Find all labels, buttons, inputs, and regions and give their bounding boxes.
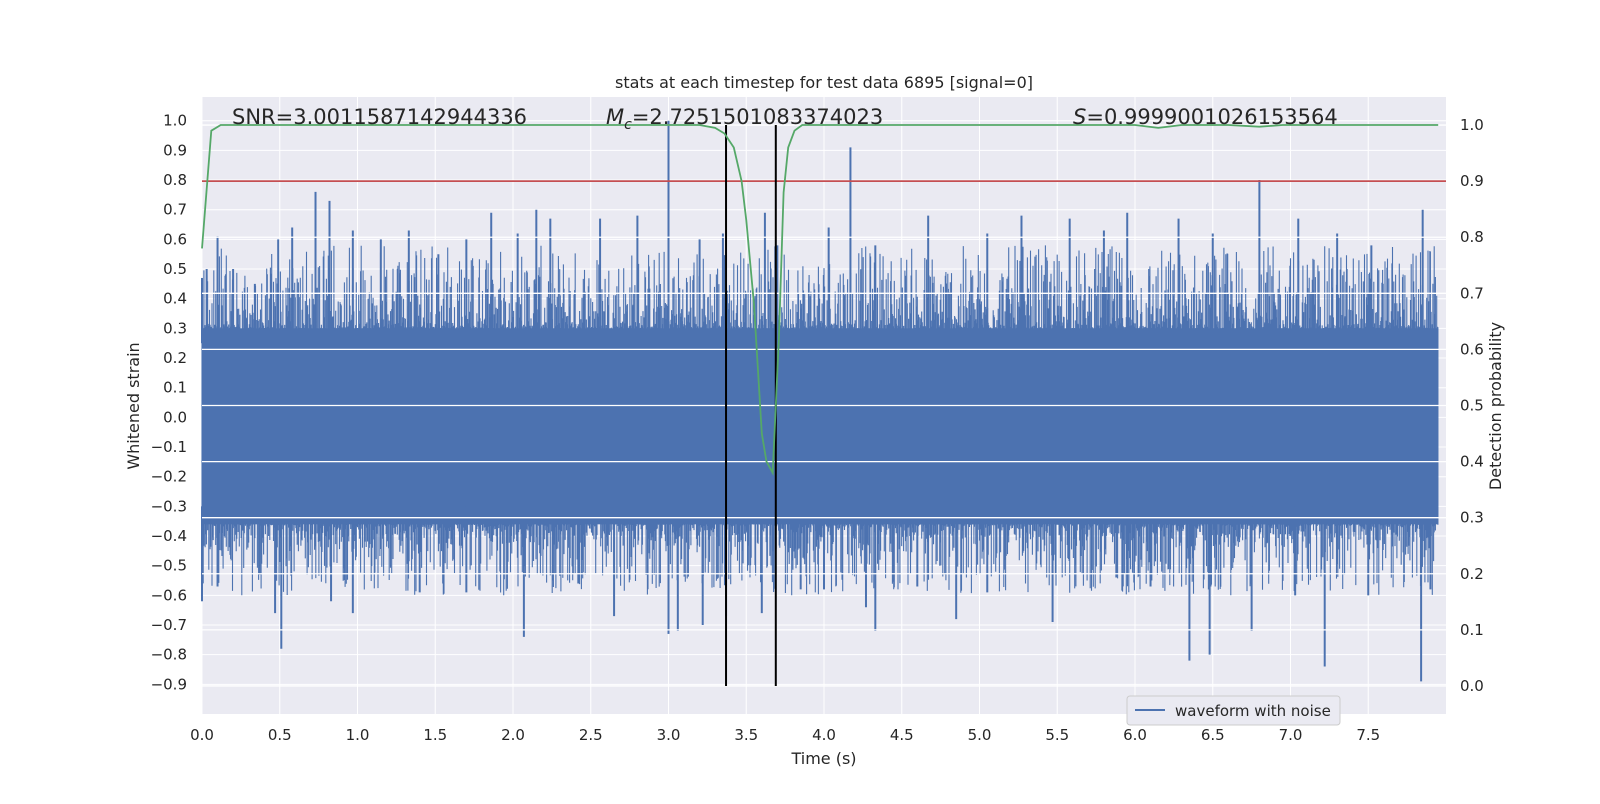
x-tick-label: 2.0: [501, 726, 525, 744]
y2-tick-label: 0.6: [1460, 340, 1484, 358]
y-tick-label: −0.9: [151, 675, 187, 693]
y2-tick-label: 0.7: [1460, 284, 1484, 302]
chirp-mass-subscript: c: [624, 117, 632, 133]
legend[interactable]: waveform with noise: [1126, 695, 1341, 726]
y2-tick-label: 0.1: [1460, 621, 1484, 639]
chirp-mass-symbol: M: [606, 105, 624, 129]
y-tick-label: −0.7: [151, 616, 187, 634]
x-tick-label: 1.5: [423, 726, 447, 744]
x-tick-label: 6.0: [1123, 726, 1147, 744]
s-value: =0.9999001026153564: [1086, 105, 1337, 129]
chirp-mass-value: =2.7251501083374023: [632, 105, 883, 129]
y2-tick-label: 0.4: [1460, 453, 1484, 471]
y-tick-label: 0.8: [163, 171, 187, 189]
x-tick-label: 0.0: [190, 726, 214, 744]
x-tick-label: 4.0: [812, 726, 836, 744]
y-tick-label: −0.5: [151, 557, 187, 575]
y-tick-label: 1.0: [163, 112, 187, 130]
y-tick-label: 0.5: [163, 260, 187, 278]
y2-tick-label: 0.5: [1460, 397, 1484, 415]
y-axis-label: Whitened strain: [124, 342, 143, 469]
y-tick-label: −0.8: [151, 646, 187, 664]
y-tick-label: 0.2: [163, 349, 187, 367]
probability-series: [201, 124, 1439, 477]
chirp-mass-annotation: Mc=2.7251501083374023: [606, 105, 883, 133]
y-tick-label: −0.1: [151, 438, 187, 456]
x-tick-label: 7.0: [1279, 726, 1303, 744]
x-tick-label: 0.5: [268, 726, 292, 744]
snr-annotation: SNR=3.0011587142944336: [232, 105, 527, 129]
y-tick-label: 0.7: [163, 201, 187, 219]
chart-title: stats at each timestep for test data 689…: [615, 73, 1033, 92]
x-tick-label: 4.5: [890, 726, 914, 744]
x-axis-label: Time (s): [790, 749, 856, 768]
y2-tick-label: 0.9: [1460, 172, 1484, 190]
legend-box: [1126, 695, 1341, 726]
x-tick-label: 7.5: [1356, 726, 1380, 744]
y2-tick-label: 1.0: [1460, 116, 1484, 134]
x-tick-label: 5.5: [1045, 726, 1069, 744]
x-tick-labels: 0.0 0.5 1.0 1.5 2.0 2.5 3.0 3.5 4.0 4.5 5.0 5.5 6.0 6…: [190, 726, 1380, 744]
y2-tick-label: 0.3: [1460, 509, 1484, 527]
x-tick-label: 5.0: [968, 726, 992, 744]
y-tick-label: 0.4: [163, 290, 187, 308]
x-tick-label: 1.0: [346, 726, 370, 744]
y2-tick-label: 0.8: [1460, 228, 1484, 246]
x-tick-label: 3.0: [657, 726, 681, 744]
y2-tick-label: 0.0: [1460, 677, 1484, 695]
y-tick-label: −0.6: [151, 586, 187, 604]
y-tick-label: 0.3: [163, 319, 187, 337]
y-tick-label: 0.6: [163, 230, 187, 248]
y2-tick-labels: 0.0 0.1 0.2 0.3 0.4 0.5 0.6 0.7 0.8 0.9 1.0: [1460, 116, 1484, 695]
waveform-noise: [201, 245, 1439, 596]
y-tick-labels: −0.9 −0.8 −0.7 −0.6 −0.5 −0.4 −0.3 −0.2 −0.1 0.0 0…: [151, 112, 187, 694]
x-tick-label: 2.5: [579, 726, 603, 744]
y-tick-label: 0.9: [163, 141, 187, 159]
x-tick-label: 3.5: [734, 726, 758, 744]
probability-line: [201, 124, 1439, 477]
y-tick-label: −0.4: [151, 527, 187, 545]
y-tick-label: −0.3: [151, 497, 187, 515]
y-tick-label: 0.0: [163, 408, 187, 426]
x-tick-label: 6.5: [1201, 726, 1225, 744]
y-tick-label: −0.2: [151, 468, 187, 486]
y-tick-label: 0.1: [163, 379, 187, 397]
s-annotation: S=0.9999001026153564: [1073, 105, 1338, 129]
legend-waveform-label: waveform with noise: [1175, 702, 1331, 720]
y2-tick-label: 0.2: [1460, 565, 1484, 583]
s-symbol: S: [1073, 105, 1086, 129]
y2-axis-label: Detection probability: [1486, 322, 1505, 490]
waveform-series: [201, 120, 1439, 682]
